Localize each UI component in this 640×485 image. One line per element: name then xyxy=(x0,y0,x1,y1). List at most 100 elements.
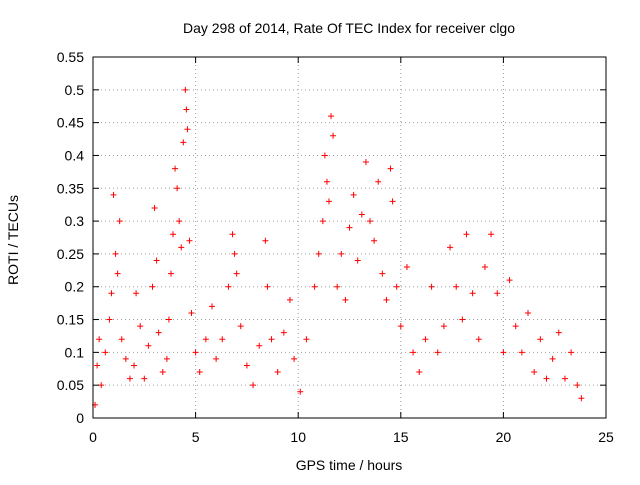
data-point xyxy=(219,336,226,343)
data-point xyxy=(192,349,199,356)
data-point xyxy=(188,309,195,316)
data-point xyxy=(209,303,216,310)
data-point xyxy=(106,316,113,323)
x-tick-label: 15 xyxy=(393,429,409,445)
y-tick-label: 0.3 xyxy=(65,213,85,229)
x-tick-label: 10 xyxy=(290,429,306,445)
data-point xyxy=(447,244,454,251)
data-point xyxy=(112,250,119,257)
data-point xyxy=(410,349,417,356)
data-point xyxy=(159,369,166,376)
data-point xyxy=(488,231,495,238)
data-point xyxy=(286,296,293,303)
data-point xyxy=(330,132,337,139)
data-point xyxy=(274,369,281,376)
data-point xyxy=(389,198,396,205)
data-point xyxy=(262,237,269,244)
y-tick-label: 0.5 xyxy=(65,82,85,98)
data-point xyxy=(574,382,581,389)
y-tick-label: 0.4 xyxy=(65,147,85,163)
data-point xyxy=(561,375,568,382)
data-point xyxy=(167,270,174,277)
data-point xyxy=(358,211,365,218)
data-point xyxy=(525,309,532,316)
grid-layer xyxy=(93,57,606,418)
y-tick-label: 0.05 xyxy=(57,377,84,393)
data-point xyxy=(537,336,544,343)
data-point xyxy=(323,178,330,185)
y-tick-label: 0.45 xyxy=(57,115,84,131)
data-point xyxy=(202,336,209,343)
plot-frame xyxy=(92,56,607,419)
data-point xyxy=(98,382,105,389)
data-point xyxy=(237,323,244,330)
data-point xyxy=(512,323,519,330)
data-point xyxy=(94,362,101,369)
data-point xyxy=(163,355,170,362)
data-point xyxy=(375,178,382,185)
data-point xyxy=(494,290,501,297)
data-point xyxy=(155,329,162,336)
data-point xyxy=(531,369,538,376)
y-tick-label: 0.35 xyxy=(57,180,84,196)
data-point xyxy=(453,283,460,290)
data-point xyxy=(387,165,394,172)
data-point xyxy=(291,355,298,362)
data-point xyxy=(500,349,507,356)
data-point xyxy=(506,277,513,284)
x-tick-label: 5 xyxy=(192,429,200,445)
data-point xyxy=(165,316,172,323)
data-point xyxy=(96,336,103,343)
data-point xyxy=(428,283,435,290)
data-point xyxy=(243,362,250,369)
data-point xyxy=(174,185,181,192)
data-point xyxy=(440,323,447,330)
data-point xyxy=(311,283,318,290)
x-axis-label: GPS time / hours xyxy=(296,457,403,473)
y-tick-label: 0.55 xyxy=(57,49,84,65)
data-point xyxy=(543,375,550,382)
data-point xyxy=(362,159,369,166)
data-point xyxy=(315,250,322,257)
data-point xyxy=(178,244,185,251)
data-point xyxy=(321,152,328,159)
data-point xyxy=(182,86,189,93)
data-point xyxy=(110,191,117,198)
data-point xyxy=(256,342,263,349)
y-axis-label: ROTI / TECUs xyxy=(5,195,21,285)
data-points xyxy=(92,86,585,408)
data-point xyxy=(403,264,410,271)
data-point xyxy=(280,329,287,336)
x-tick-label: 0 xyxy=(89,429,97,445)
data-point xyxy=(180,139,187,146)
data-point xyxy=(338,250,345,257)
data-point xyxy=(264,283,271,290)
data-point xyxy=(137,323,144,330)
y-tick-label: 0.2 xyxy=(65,279,85,295)
data-point xyxy=(114,270,121,277)
data-point xyxy=(475,336,482,343)
data-point xyxy=(170,231,177,238)
data-point xyxy=(346,224,353,231)
data-point xyxy=(549,355,556,362)
x-tick-label: 20 xyxy=(496,429,512,445)
data-point xyxy=(469,290,476,297)
data-point xyxy=(481,264,488,271)
y-tick-label: 0.1 xyxy=(65,344,85,360)
data-point xyxy=(149,283,156,290)
data-point xyxy=(172,165,179,172)
data-point xyxy=(116,218,123,225)
data-point xyxy=(268,336,275,343)
data-point xyxy=(555,329,562,336)
data-point xyxy=(225,283,232,290)
y-tick-label: 0.15 xyxy=(57,312,84,328)
data-point xyxy=(416,369,423,376)
data-point xyxy=(122,355,129,362)
data-point xyxy=(176,218,183,225)
data-point xyxy=(371,237,378,244)
data-point xyxy=(153,257,160,264)
data-point xyxy=(126,375,133,382)
data-point xyxy=(297,388,304,395)
